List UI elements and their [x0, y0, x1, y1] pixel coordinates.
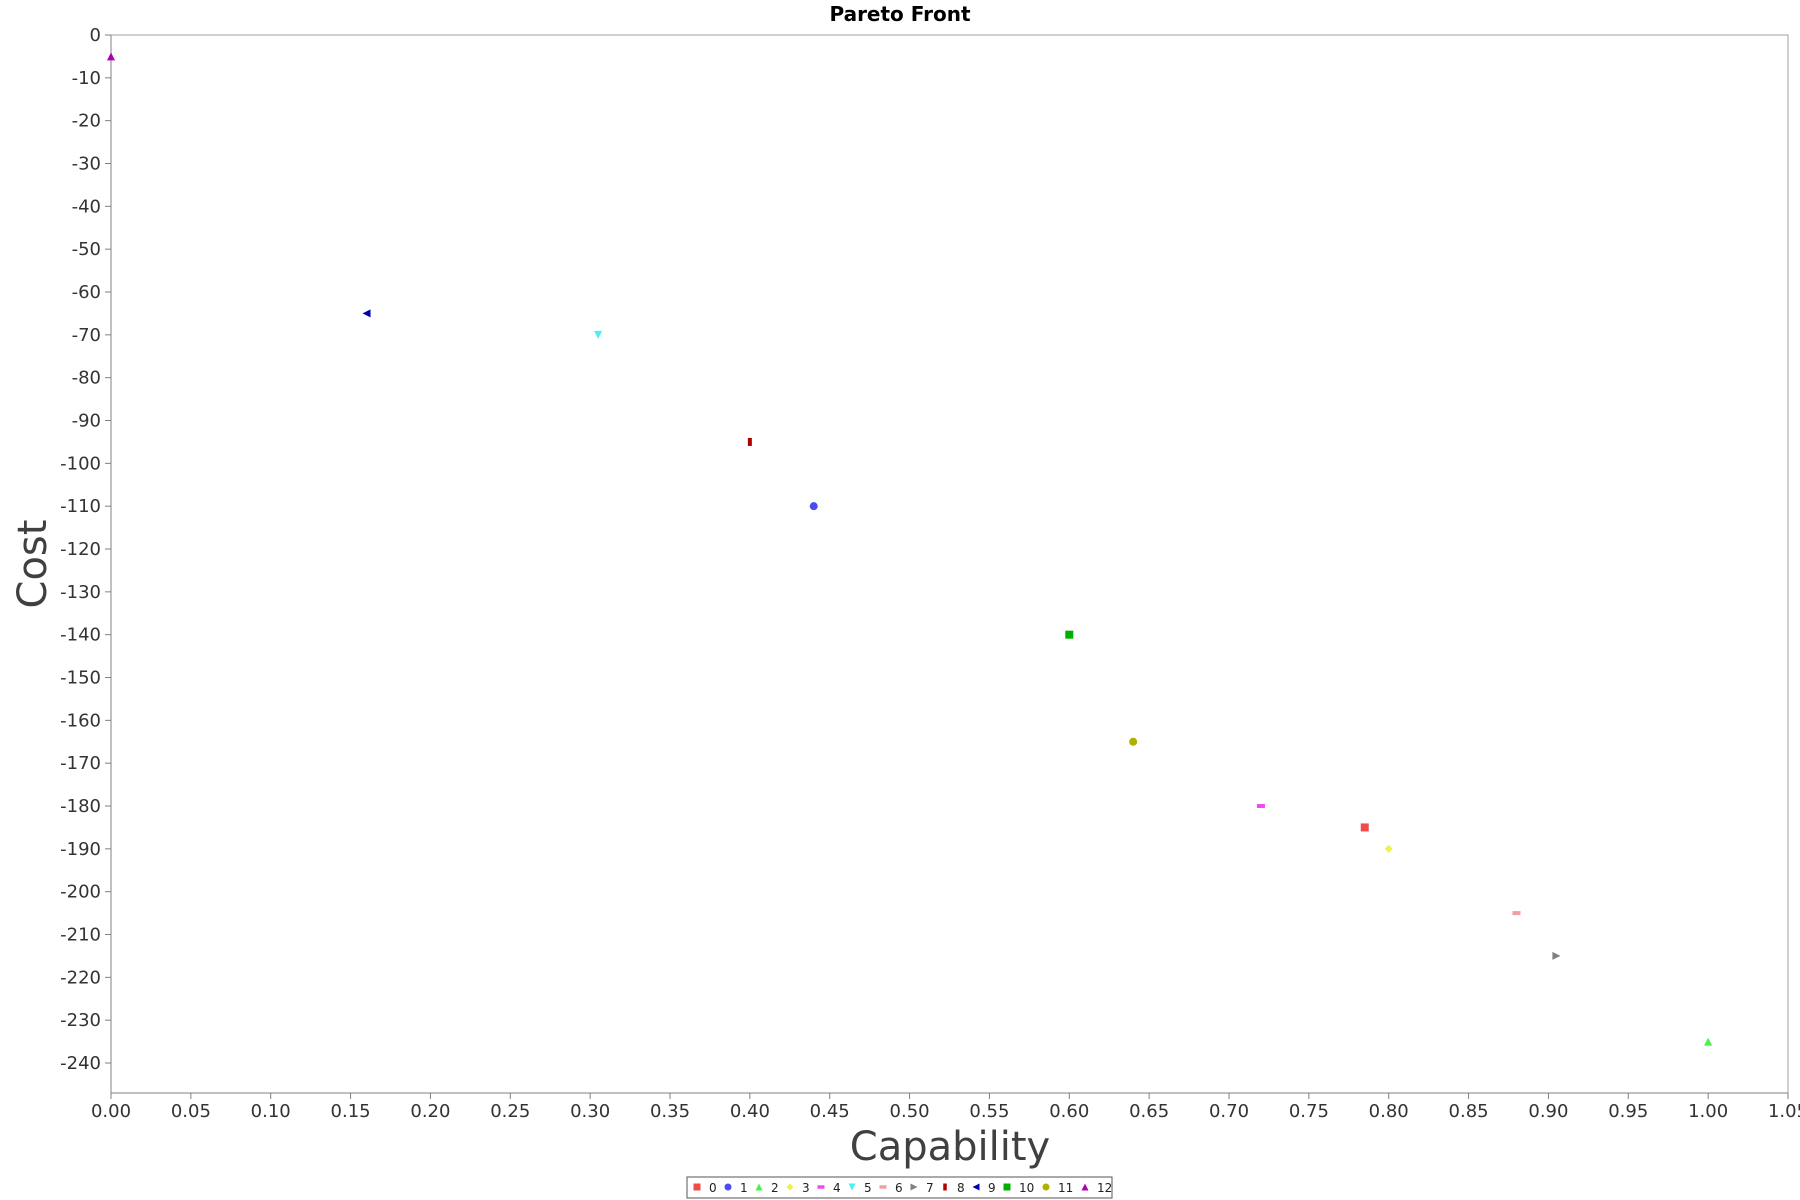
legend-label: 6: [895, 1181, 903, 1195]
legend-label: 0: [709, 1181, 717, 1195]
y-tick-label: -20: [72, 111, 101, 132]
legend-marker-3: [786, 1183, 794, 1191]
x-tick-label: 0.80: [1369, 1101, 1409, 1122]
legend-marker-1: [724, 1183, 732, 1191]
y-axis-label: Cost: [10, 520, 56, 609]
x-tick-label: 0.70: [1209, 1101, 1249, 1122]
data-point-8: [747, 437, 752, 446]
legend-marker-7: [910, 1183, 918, 1191]
x-tick-label: 0.15: [331, 1101, 371, 1122]
y-tick-label: -120: [60, 539, 101, 560]
x-tick-label: 0.55: [969, 1101, 1009, 1122]
x-tick-label: 0.35: [650, 1101, 690, 1122]
plot-area: [110, 34, 1789, 1094]
legend-marker-2: [755, 1183, 763, 1191]
legend-marker-12: [1081, 1183, 1089, 1191]
x-tick-label: 1.05: [1768, 1101, 1800, 1122]
data-point-10: [1065, 630, 1074, 639]
y-tick-label: -50: [72, 239, 101, 260]
y-tick-label: -230: [60, 1010, 101, 1031]
legend-marker-4: [817, 1185, 825, 1189]
data-point-0: [1360, 823, 1369, 832]
y-tick-label: -100: [60, 453, 101, 474]
legend-label: 12: [1097, 1181, 1112, 1195]
data-point-5: [594, 330, 603, 339]
y-tick-label: -160: [60, 710, 101, 731]
y-tick-label: 0: [90, 25, 101, 46]
data-point-7: [1552, 951, 1561, 960]
data-point-2: [1704, 1037, 1713, 1046]
legend-label: 11: [1058, 1181, 1073, 1195]
y-tick-label: -240: [60, 1053, 101, 1074]
y-tick-label: -140: [60, 625, 101, 646]
x-tick-label: 0.60: [1049, 1101, 1089, 1122]
y-tick-label: -150: [60, 668, 101, 689]
data-point-11: [1129, 737, 1138, 746]
x-tick-label: 0.50: [890, 1101, 930, 1122]
y-tick-label: -60: [72, 282, 101, 303]
data-point-4: [1256, 804, 1265, 809]
legend-marker-11: [1042, 1183, 1050, 1191]
data-point-12: [107, 52, 115, 61]
chart-title: Pareto Front: [829, 2, 971, 26]
x-tick-label: 0.90: [1528, 1101, 1568, 1122]
legend-label: 4: [833, 1181, 841, 1195]
legend-marker-9: [972, 1183, 980, 1191]
x-axis-ticks: 0.00 0.05 0.10 0.15 0.20 0.25 0.30 0.35 0.40 0.45…: [91, 1093, 1800, 1122]
x-tick-label: 0.30: [570, 1101, 610, 1122]
x-tick-label: 0.40: [730, 1101, 770, 1122]
y-tick-label: -10: [72, 68, 101, 89]
legend-marker-6: [879, 1185, 887, 1189]
x-axis-label: Capability: [850, 1124, 1050, 1170]
y-tick-label: -190: [60, 839, 101, 860]
legend-label: 2: [771, 1181, 779, 1195]
y-tick-label: -200: [60, 882, 101, 903]
y-tick-label: -40: [72, 196, 101, 217]
y-tick-label: -90: [72, 411, 101, 432]
data-point-3: [1384, 844, 1393, 853]
y-tick-label: -30: [72, 154, 101, 175]
x-tick-label: 0.10: [251, 1101, 291, 1122]
legend-marker-0: [693, 1183, 701, 1191]
x-tick-label: 0.25: [490, 1101, 530, 1122]
data-point-6: [1512, 911, 1521, 916]
legend-label: 3: [802, 1181, 810, 1195]
data-point-1: [809, 502, 818, 511]
legend-label: 1: [740, 1181, 748, 1195]
x-tick-label: 1.00: [1688, 1101, 1728, 1122]
legend: 0 1 2 3 4 5 6 7 8 9 10 11 12: [686, 1176, 1113, 1199]
legend-marker-5: [848, 1183, 856, 1191]
x-tick-label: 0.65: [1129, 1101, 1169, 1122]
legend-label: 9: [988, 1181, 996, 1195]
y-tick-label: -80: [72, 368, 101, 389]
legend-label: 7: [926, 1181, 934, 1195]
y-tick-label: -70: [72, 325, 101, 346]
x-tick-label: 0.05: [171, 1101, 211, 1122]
x-tick-label: 0.95: [1608, 1101, 1648, 1122]
y-tick-label: -180: [60, 796, 101, 817]
y-tick-label: -130: [60, 582, 101, 603]
legend-label: 8: [957, 1181, 965, 1195]
y-axis-ticks: 0 -10 -20 -30 -40 -50 -60 -70 -80 -90 -100 -110 -120…: [60, 25, 111, 1074]
x-tick-label: 0.20: [410, 1101, 450, 1122]
data-point-9: [362, 309, 371, 318]
legend-marker-8: [943, 1183, 947, 1191]
legend-label: 10: [1019, 1181, 1034, 1195]
x-tick-label: 0.85: [1449, 1101, 1489, 1122]
y-tick-label: -170: [60, 753, 101, 774]
legend-box: [686, 1176, 1113, 1199]
legend-marker-10: [1003, 1183, 1011, 1191]
data-points: [107, 52, 1713, 1046]
y-tick-label: -110: [60, 496, 101, 517]
y-tick-label: -210: [60, 925, 101, 946]
x-tick-label: 0.75: [1289, 1101, 1329, 1122]
y-tick-label: -220: [60, 967, 101, 988]
x-tick-label: 0.45: [810, 1101, 850, 1122]
x-tick-label: 0.00: [91, 1101, 131, 1122]
legend-label: 5: [864, 1181, 872, 1195]
